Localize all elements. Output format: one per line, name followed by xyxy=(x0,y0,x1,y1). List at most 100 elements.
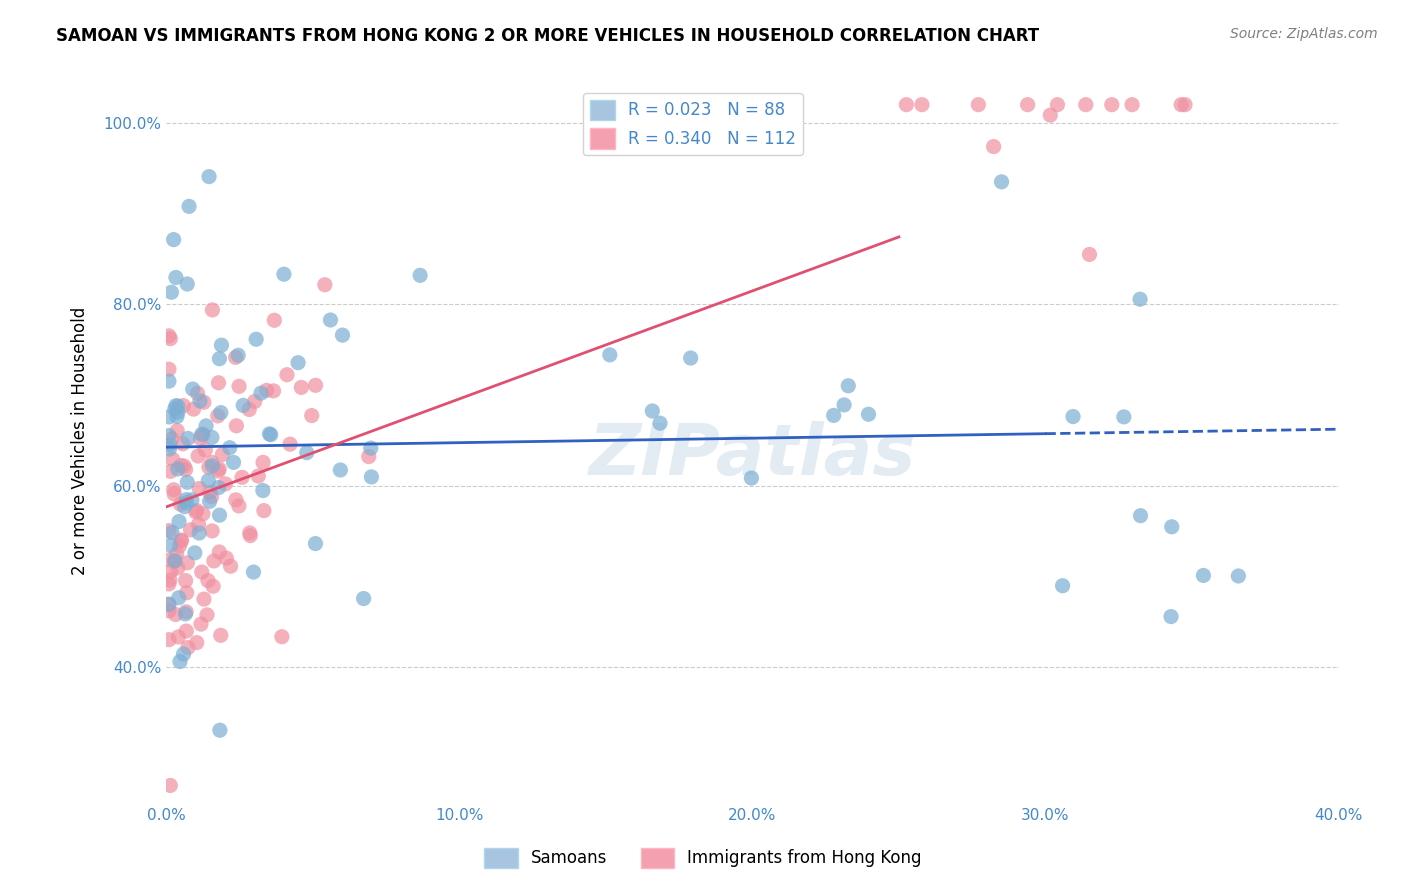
Point xyxy=(198,485,221,500)
Point xyxy=(200,490,222,504)
Point xyxy=(263,384,285,398)
Point xyxy=(304,378,326,392)
Point xyxy=(157,632,180,647)
Point xyxy=(1174,97,1197,112)
Point xyxy=(360,441,382,455)
Point xyxy=(202,554,225,568)
Point xyxy=(172,437,194,451)
Point xyxy=(208,462,231,476)
Point xyxy=(245,332,267,346)
Point xyxy=(174,605,197,619)
Point xyxy=(287,356,309,370)
Point xyxy=(157,524,180,538)
Point xyxy=(170,533,193,548)
Point xyxy=(190,431,212,445)
Point xyxy=(357,450,380,464)
Point xyxy=(1046,97,1069,112)
Point xyxy=(208,351,231,366)
Point xyxy=(252,455,274,469)
Point xyxy=(201,302,224,317)
Point xyxy=(858,407,880,421)
Point xyxy=(207,481,229,495)
Point xyxy=(186,503,208,517)
Point xyxy=(214,476,236,491)
Point xyxy=(911,97,934,112)
Point xyxy=(163,402,186,417)
Point xyxy=(967,97,990,112)
Point xyxy=(225,492,247,507)
Legend: R = 0.023   N = 88, R = 0.340   N = 112: R = 0.023 N = 88, R = 0.340 N = 112 xyxy=(583,93,803,155)
Point xyxy=(679,351,702,365)
Point xyxy=(353,591,375,606)
Point xyxy=(173,500,195,514)
Point xyxy=(162,452,184,467)
Point xyxy=(211,338,233,352)
Point xyxy=(184,546,207,560)
Point xyxy=(174,462,197,476)
Point xyxy=(157,597,180,611)
Point xyxy=(219,559,242,574)
Point xyxy=(188,482,211,496)
Point xyxy=(201,524,224,538)
Point xyxy=(180,523,202,537)
Point xyxy=(177,199,200,213)
Point xyxy=(193,395,215,409)
Point xyxy=(1170,97,1192,112)
Point xyxy=(183,402,205,417)
Point xyxy=(198,494,221,508)
Point xyxy=(207,464,229,478)
Point xyxy=(222,455,245,469)
Point xyxy=(409,268,432,283)
Point xyxy=(253,503,276,517)
Point xyxy=(201,458,224,473)
Point xyxy=(177,640,200,655)
Point xyxy=(159,332,181,346)
Point xyxy=(198,169,221,184)
Point xyxy=(190,617,212,632)
Point xyxy=(260,427,283,442)
Point xyxy=(169,539,191,553)
Point xyxy=(239,525,262,540)
Point xyxy=(157,374,180,388)
Point xyxy=(209,628,232,642)
Point xyxy=(167,515,190,529)
Point xyxy=(256,384,278,398)
Point xyxy=(157,428,180,442)
Point xyxy=(159,538,181,552)
Point xyxy=(159,464,181,478)
Point xyxy=(202,579,225,593)
Point xyxy=(188,393,211,408)
Point xyxy=(332,328,354,343)
Point xyxy=(169,655,191,669)
Point xyxy=(208,545,231,559)
Point xyxy=(176,586,198,600)
Point xyxy=(163,554,186,568)
Point xyxy=(1121,97,1143,112)
Point xyxy=(1074,97,1097,112)
Point xyxy=(295,445,318,459)
Point xyxy=(225,418,247,433)
Point xyxy=(231,470,253,484)
Point xyxy=(159,573,181,587)
Point xyxy=(162,233,184,247)
Point xyxy=(226,348,249,362)
Point xyxy=(896,97,918,112)
Point xyxy=(191,507,214,521)
Point xyxy=(166,424,188,438)
Text: SAMOAN VS IMMIGRANTS FROM HONG KONG 2 OR MORE VEHICLES IN HOUSEHOLD CORRELATION : SAMOAN VS IMMIGRANTS FROM HONG KONG 2 OR… xyxy=(56,27,1039,45)
Point xyxy=(195,607,218,622)
Point xyxy=(232,398,254,412)
Point xyxy=(186,386,208,401)
Point xyxy=(837,378,859,392)
Point xyxy=(191,427,214,442)
Point xyxy=(159,437,181,451)
Point xyxy=(319,313,342,327)
Point xyxy=(159,565,181,579)
Point xyxy=(360,470,382,484)
Point xyxy=(276,368,298,382)
Point xyxy=(173,458,195,473)
Point xyxy=(157,577,180,591)
Point xyxy=(278,437,301,451)
Point xyxy=(228,379,250,393)
Point xyxy=(1192,568,1215,582)
